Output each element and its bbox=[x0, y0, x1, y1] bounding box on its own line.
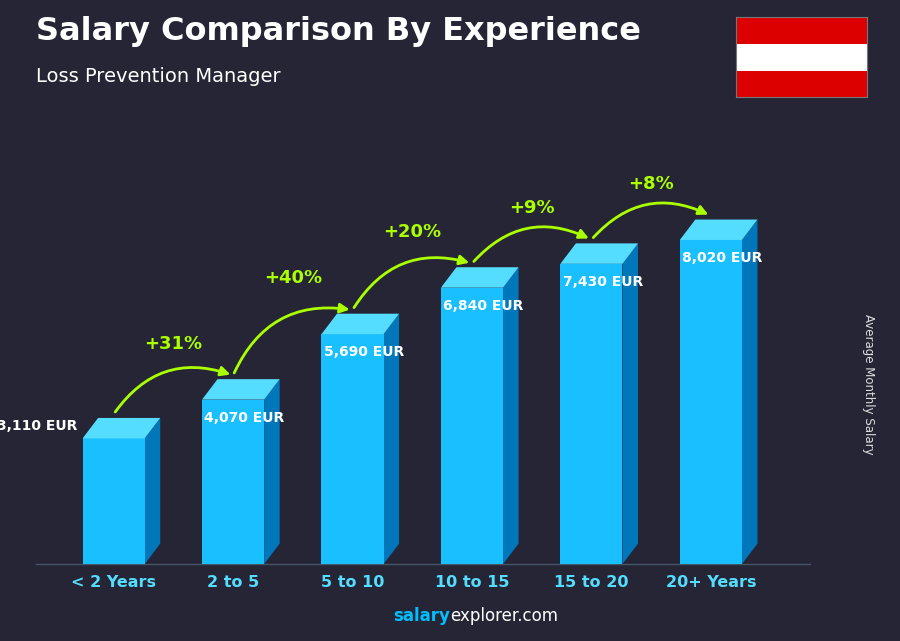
Bar bbox=[736, 17, 867, 44]
Text: 7,430 EUR: 7,430 EUR bbox=[562, 275, 643, 289]
Bar bbox=[736, 71, 867, 97]
Text: explorer.com: explorer.com bbox=[450, 607, 558, 625]
Bar bbox=[441, 288, 503, 564]
Polygon shape bbox=[561, 244, 638, 264]
Text: 6,840 EUR: 6,840 EUR bbox=[444, 299, 524, 313]
Text: +9%: +9% bbox=[508, 199, 554, 217]
Bar bbox=[202, 399, 264, 564]
Polygon shape bbox=[503, 267, 518, 564]
Polygon shape bbox=[202, 379, 280, 399]
Polygon shape bbox=[264, 379, 280, 564]
Bar bbox=[680, 240, 742, 564]
Text: +20%: +20% bbox=[383, 223, 441, 241]
Polygon shape bbox=[83, 418, 160, 438]
Text: Salary Comparison By Experience: Salary Comparison By Experience bbox=[36, 16, 641, 47]
Polygon shape bbox=[680, 219, 758, 240]
Text: 8,020 EUR: 8,020 EUR bbox=[682, 251, 762, 265]
Text: Loss Prevention Manager: Loss Prevention Manager bbox=[36, 67, 281, 87]
Polygon shape bbox=[441, 267, 518, 288]
Text: salary: salary bbox=[393, 607, 450, 625]
Text: 5,690 EUR: 5,690 EUR bbox=[324, 345, 404, 360]
Text: 3,110 EUR: 3,110 EUR bbox=[0, 419, 77, 433]
Bar bbox=[561, 264, 623, 564]
Bar bbox=[736, 44, 867, 71]
Bar bbox=[83, 438, 145, 564]
Text: +8%: +8% bbox=[628, 175, 674, 193]
Text: Average Monthly Salary: Average Monthly Salary bbox=[862, 314, 875, 455]
Text: 4,070 EUR: 4,070 EUR bbox=[204, 411, 284, 425]
Polygon shape bbox=[321, 313, 399, 334]
Bar bbox=[321, 334, 383, 564]
Polygon shape bbox=[145, 418, 160, 564]
Polygon shape bbox=[383, 313, 399, 564]
Polygon shape bbox=[742, 219, 758, 564]
Text: +40%: +40% bbox=[264, 269, 322, 287]
Text: +31%: +31% bbox=[144, 335, 202, 353]
Polygon shape bbox=[623, 244, 638, 564]
